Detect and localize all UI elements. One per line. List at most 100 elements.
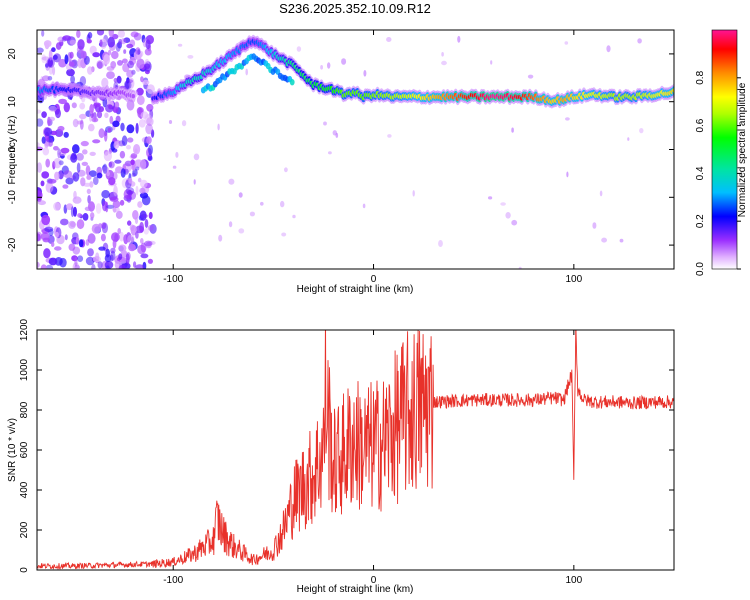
noise-blob — [147, 224, 154, 231]
noise-blob — [108, 177, 116, 186]
noise-blob — [70, 154, 78, 163]
noise-blob — [218, 234, 223, 242]
noise-blob — [79, 119, 84, 130]
noise-blob — [135, 264, 144, 269]
noise-blob — [566, 171, 569, 178]
noise-blob — [77, 255, 84, 262]
noise-blob — [114, 159, 122, 164]
noise-blob — [140, 111, 149, 119]
noise-blob — [95, 203, 102, 214]
noise-blob — [41, 214, 51, 226]
noise-blob — [53, 146, 59, 151]
noise-blob — [47, 57, 55, 68]
noise-blob — [601, 237, 607, 243]
noise-blob — [66, 68, 75, 77]
noise-blob — [441, 60, 447, 66]
noise-blob — [490, 60, 493, 65]
noise-blob — [135, 231, 139, 239]
noise-blob — [41, 136, 46, 144]
noise-blob — [98, 106, 105, 113]
noise-blob — [85, 256, 95, 266]
noise-blob — [135, 185, 139, 196]
y-tick-label: 0 — [19, 567, 30, 573]
ridge-core — [131, 94, 135, 99]
noise-blob — [362, 203, 366, 209]
snr-marks — [37, 330, 674, 570]
noise-blob — [627, 137, 630, 141]
x-tick-label: 0 — [371, 274, 377, 285]
noise-blob — [87, 233, 96, 244]
noise-blob — [238, 228, 245, 234]
colorbar-label: Normalized spectral amplitude — [737, 82, 748, 217]
noise-blob — [127, 60, 134, 69]
noise-blob — [140, 76, 144, 83]
noise-blob — [228, 178, 235, 185]
noise-blob — [133, 32, 142, 41]
noise-blob — [135, 166, 140, 171]
noise-blob — [144, 219, 149, 228]
noise-blob — [69, 221, 76, 228]
noise-blob — [87, 248, 94, 257]
noise-blob — [54, 171, 60, 181]
noise-blob — [146, 84, 155, 94]
noise-blob — [121, 135, 128, 146]
noise-blob — [104, 131, 108, 142]
y-tick-label: -20 — [7, 237, 18, 252]
snr-panel: -100 0 100 0 200 400 600 800 1000 1200 Height of… — [7, 318, 675, 595]
noise-blob — [51, 242, 55, 247]
noise-blob — [44, 127, 53, 137]
x-tick-label: 100 — [565, 274, 582, 285]
noise-blob — [43, 248, 51, 259]
noise-blob — [168, 120, 173, 124]
noise-blob — [139, 187, 146, 194]
noise-blob — [457, 35, 461, 43]
noise-blob — [102, 200, 108, 212]
noise-blob — [42, 147, 50, 156]
noise-blob — [172, 165, 177, 169]
noise-blob — [284, 167, 288, 173]
noise-blob — [103, 151, 112, 162]
noise-blob — [124, 160, 133, 167]
noise-blob — [146, 136, 152, 145]
noise-blob — [116, 75, 122, 84]
noise-blob — [58, 58, 67, 68]
colorbar-ticks: 0.0 0.2 0.4 0.6 0.8 — [695, 70, 741, 276]
noise-blob — [57, 125, 65, 132]
noise-blob — [68, 220, 76, 229]
y-tick-label: 10 — [7, 96, 18, 108]
noise-blob — [99, 39, 103, 47]
noise-blob — [137, 177, 142, 183]
noise-blob — [637, 38, 642, 44]
noise-blob — [386, 37, 392, 42]
noise-blob — [87, 195, 91, 204]
noise-blob — [119, 199, 125, 206]
noise-blob — [323, 121, 327, 126]
noise-blob — [639, 128, 644, 134]
noise-blob — [193, 153, 200, 161]
colorbar: 0.0 0.2 0.4 0.6 0.8 Normalized spectral ampl… — [695, 29, 748, 276]
noise-blob — [88, 123, 95, 132]
noise-blob — [97, 261, 103, 269]
bottom-y-ticks: 0 200 400 600 800 1000 1200 — [19, 318, 674, 573]
noise-blob — [41, 171, 50, 179]
noise-blob — [128, 177, 133, 184]
noise-blob — [88, 201, 95, 212]
noise-blob — [52, 54, 58, 60]
noise-blob — [193, 179, 196, 185]
noise-blob — [96, 30, 105, 36]
noise-blob — [228, 221, 233, 228]
noise-blob — [115, 210, 123, 219]
noise-blob — [44, 226, 54, 232]
noise-blob — [80, 50, 87, 59]
noise-blob — [76, 162, 81, 173]
noise-blob — [53, 202, 61, 211]
noise-blob — [65, 177, 74, 185]
noise-blob — [37, 109, 42, 114]
noise-blob — [70, 206, 75, 218]
noise-blob — [181, 120, 187, 127]
noise-blob — [86, 175, 92, 180]
noise-blob — [102, 166, 110, 174]
spectral-ridge — [37, 34, 674, 109]
noise-blob — [62, 184, 69, 189]
noise-blob — [67, 52, 72, 63]
